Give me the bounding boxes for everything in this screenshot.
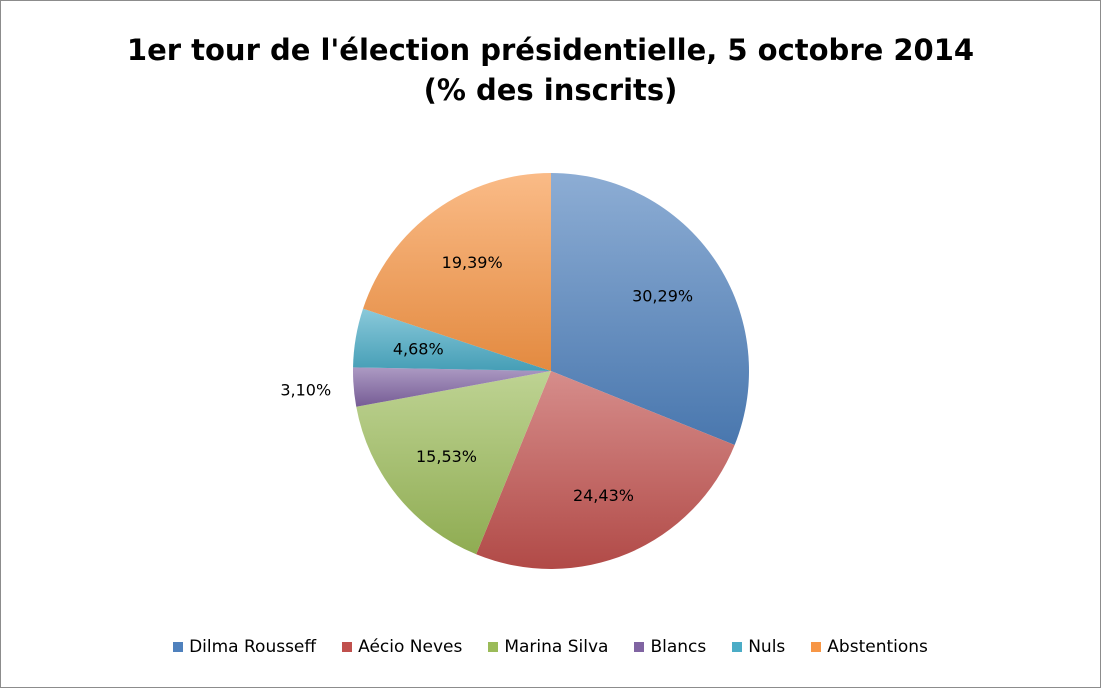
legend-label: Abstentions bbox=[827, 637, 928, 657]
legend-swatch bbox=[342, 642, 353, 652]
legend-swatch bbox=[634, 642, 645, 652]
pie-slice-abstentions bbox=[363, 173, 551, 371]
pie-slice-nuls bbox=[353, 308, 551, 371]
chart-title-line: 1er tour de l'élection présidentielle, 5… bbox=[126, 33, 975, 67]
data-label: 4,68% bbox=[393, 339, 444, 358]
data-label: 15,53% bbox=[416, 447, 477, 466]
legend-label: Marina Silva bbox=[504, 637, 609, 657]
pie-slice-dilma-rousseff bbox=[551, 173, 750, 445]
data-label: 24,43% bbox=[573, 486, 634, 505]
legend-label: Dilma Rousseff bbox=[189, 637, 317, 657]
legend-item: Abstentions bbox=[811, 637, 928, 657]
chart-legend: Dilma Rousseff Aécio Neves Marina Silva Bla… bbox=[0, 637, 1101, 657]
chart-title: 1er tour de l'élection présidentielle, 5… bbox=[0, 30, 1101, 110]
legend-swatch bbox=[173, 642, 184, 652]
legend-swatch bbox=[488, 642, 499, 652]
pie-slice-a-cio-neves bbox=[476, 371, 735, 569]
legend-item: Marina Silva bbox=[488, 637, 608, 657]
chart-subtitle: (% des inscrits) bbox=[423, 73, 678, 107]
legend-item: Blancs bbox=[634, 637, 706, 657]
legend-swatch bbox=[732, 642, 743, 652]
pie-slice-blancs bbox=[353, 367, 551, 407]
data-label: 3,10% bbox=[280, 380, 331, 399]
legend-item: Aécio Neves bbox=[342, 637, 462, 657]
legend-item: Nuls bbox=[732, 637, 785, 657]
legend-label: Aécio Neves bbox=[358, 637, 463, 657]
legend-swatch bbox=[811, 642, 822, 652]
pie-slice-marina-silva bbox=[356, 371, 551, 555]
data-label: 19,39% bbox=[442, 253, 503, 272]
legend-label: Nuls bbox=[748, 637, 786, 657]
legend-label: Blancs bbox=[650, 637, 707, 657]
data-label: 30,29% bbox=[632, 287, 693, 306]
legend-item: Dilma Rousseff bbox=[173, 637, 316, 657]
